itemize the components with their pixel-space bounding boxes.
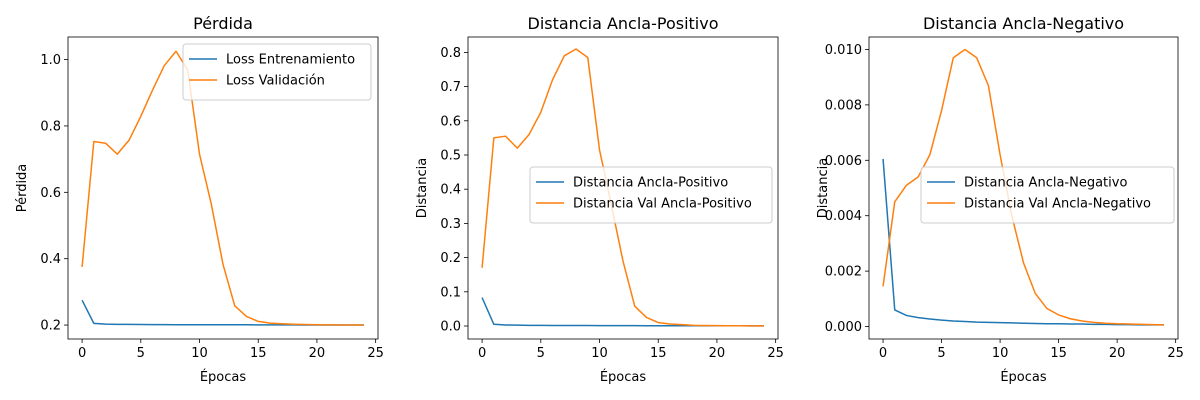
y-tick-label: 0.002 (825, 265, 862, 280)
y-tick-label: 0.3 (440, 217, 461, 232)
chart-title: Distancia Ancla-Negativo (923, 14, 1124, 33)
x-tick-label: 10 (191, 346, 208, 361)
x-tick-label: 25 (367, 346, 384, 361)
x-tick-label: 15 (1050, 346, 1067, 361)
chart-panel-3: Distancia Ancla-Negativo 0 5 10 15 20 25 0.000 0… (816, 14, 1184, 385)
x-axis-label: Épocas (200, 369, 247, 385)
legend-box (182, 43, 372, 101)
legend: Distancia Ancla-Positivo Distancia Val An… (529, 166, 773, 224)
y-tick-label: 0.008 (825, 98, 862, 113)
x-tick-label: 20 (309, 346, 326, 361)
axes-frame (868, 36, 1179, 340)
y-tick-label: 0.7 (440, 80, 461, 95)
y-tick-label: 0.1 (440, 285, 461, 300)
x-tick-label: 20 (1109, 346, 1126, 361)
y-tick-label: 0.4 (440, 183, 461, 198)
x-tick-label: 0 (879, 346, 887, 361)
x-axis-label: Épocas (1000, 369, 1047, 385)
y-tick-label: 0.8 (440, 46, 461, 61)
y-tick-label: 0.6 (40, 186, 61, 201)
x-tick-label: 5 (937, 346, 945, 361)
x-tick-label: 15 (250, 346, 267, 361)
x-tick-label: 10 (992, 346, 1009, 361)
legend-box (920, 166, 1175, 224)
legend-label: Distancia Ancla-Positivo (573, 176, 728, 191)
series-line-1 (882, 158, 1164, 326)
y-axis-label: Distancia (415, 158, 430, 218)
axes-frame (467, 36, 779, 340)
x-tick-label: 0 (78, 346, 86, 361)
series-line-1 (81, 299, 364, 326)
x-tick-label: 0 (478, 346, 486, 361)
legend-label: Loss Entrenamiento (226, 53, 355, 68)
y-tick-label: 0.0 (440, 320, 461, 335)
y-tick-label: 0.010 (825, 43, 862, 58)
y-tick-label: 0.6 (440, 114, 461, 129)
x-tick-label: 5 (137, 346, 145, 361)
y-tick-label: 0.004 (825, 209, 862, 224)
legend: Distancia Ancla-Negativo Distancia Val An… (920, 166, 1175, 224)
y-axis-label: Pérdida (15, 164, 30, 213)
series-line-1 (481, 297, 764, 327)
y-tick-label: 0.006 (825, 154, 862, 169)
x-tick-label: 25 (767, 346, 784, 361)
series-line-2 (481, 48, 764, 327)
y-tick-label: 0.2 (40, 319, 61, 334)
x-tick-label: 10 (591, 346, 608, 361)
axes-frame (67, 36, 379, 340)
series-line-2 (81, 50, 364, 326)
y-tick-label: 0.000 (825, 320, 862, 335)
legend-label: Distancia Val Ancla-Negativo (964, 197, 1151, 212)
y-tick-label: 1.0 (40, 53, 61, 68)
y-tick-label: 0.4 (40, 252, 61, 267)
y-tick-label: 0.2 (440, 251, 461, 266)
x-tick-label: 20 (709, 346, 726, 361)
chart-title: Distancia Ancla-Positivo (528, 14, 719, 33)
legend-label: Loss Validación (226, 74, 325, 89)
y-tick-label: 0.8 (40, 119, 61, 134)
legend-box (529, 166, 773, 224)
chart-title: Pérdida (193, 14, 253, 33)
x-axis-label: Épocas (600, 369, 647, 385)
y-axis-label: Distancia (816, 158, 831, 218)
series-line-2 (882, 48, 1164, 326)
legend-label: Distancia Val Ancla-Positivo (573, 197, 752, 212)
x-tick-label: 15 (650, 346, 667, 361)
legend: Loss Entrenamiento Loss Validación (182, 43, 372, 101)
x-tick-label: 25 (1167, 346, 1184, 361)
chart-panel-1: Pérdida 0 5 10 15 20 25 0.2 0.4 0.6 0.8 1.0 Épocas Pé… (15, 14, 384, 385)
x-tick-label: 5 (537, 346, 545, 361)
chart-panel-2: Distancia Ancla-Positivo 0 5 10 15 20 25 0.0 0.1… (415, 14, 784, 385)
legend-label: Distancia Ancla-Negativo (964, 176, 1127, 191)
y-tick-label: 0.5 (440, 148, 461, 163)
